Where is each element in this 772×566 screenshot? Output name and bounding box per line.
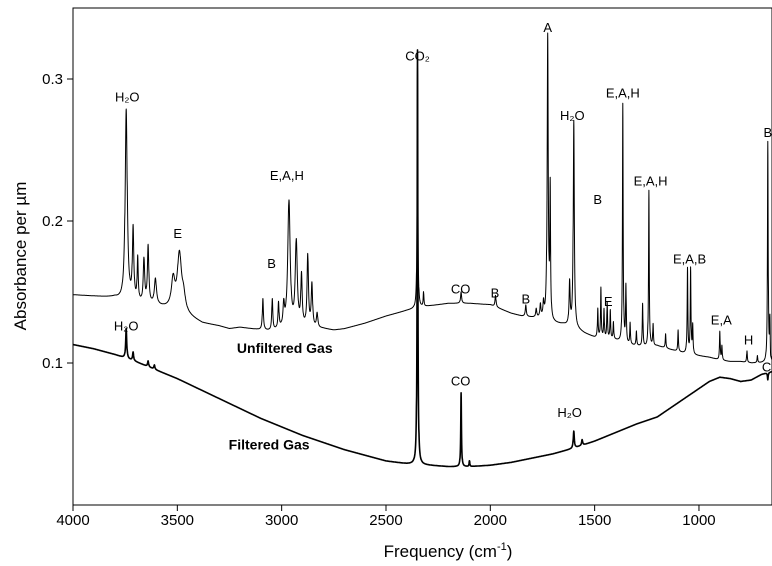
x-tick-label: 3000 xyxy=(265,512,298,529)
peak-annotation: E,A,H xyxy=(270,168,304,183)
x-axis-title: Frequency (cm-1) xyxy=(384,541,513,561)
peak-annotation: A xyxy=(543,20,552,35)
x-tick-label: 2500 xyxy=(369,512,402,529)
x-tick-label: 2000 xyxy=(474,512,507,529)
peak-annotation: H xyxy=(744,333,753,348)
series-label: Filtered Gas xyxy=(229,437,310,453)
x-tick-label: 3500 xyxy=(161,512,194,529)
peak-annotation: E,A xyxy=(711,313,732,328)
peak-annotation: B xyxy=(491,286,500,301)
peak-annotation: E,A,H xyxy=(634,174,668,189)
y-axis-title: Absorbance per µm xyxy=(11,182,30,331)
peak-annotation: CO₂ xyxy=(405,49,430,64)
y-tick-label: 0.1 xyxy=(42,355,63,372)
peak-annotation: CO xyxy=(451,374,471,389)
plot-frame xyxy=(72,7,772,506)
peak-annotation: H₂O xyxy=(557,405,582,420)
series-line xyxy=(72,32,772,364)
peak-annotation: B xyxy=(593,192,602,207)
peak-annotation: CO xyxy=(451,281,471,296)
x-tick-label: 1000 xyxy=(682,512,715,529)
series-layer: Unfiltered Gas Filtered Gas xyxy=(72,32,772,468)
peak-annotation: H₂O xyxy=(115,90,140,105)
peak-annotation: CO xyxy=(762,360,772,375)
peak-annotation: E,A,H xyxy=(606,85,640,100)
peak-annotation: H₂O xyxy=(560,108,585,123)
peak-annotation: E xyxy=(604,294,613,309)
x-tick-label: 4000 xyxy=(56,512,89,529)
peak-annotation: B xyxy=(267,256,276,271)
y-tick-label: 0.3 xyxy=(42,71,63,88)
series-line xyxy=(72,49,772,468)
peak-annotation: B xyxy=(521,291,530,306)
peak-annotation: B xyxy=(763,125,772,140)
y-axis: 0.1 0.2 0.3 xyxy=(42,71,73,372)
y-tick-label: 0.2 xyxy=(42,213,63,230)
peak-annotation: H₂O xyxy=(114,318,139,333)
x-axis: 4000 3500 3000 2500 2000 1500 1000 xyxy=(56,505,716,529)
x-tick-label: 1500 xyxy=(578,512,611,529)
peak-annotation: E xyxy=(173,226,182,241)
peak-annotation: E,A,B xyxy=(673,252,706,267)
series-label: Unfiltered Gas xyxy=(237,340,333,356)
annotation-layer: H₂O E B E,A,H CO₂ CO B B A H₂O B E E,A,H E,A,H E,A,B E,… xyxy=(114,20,772,420)
